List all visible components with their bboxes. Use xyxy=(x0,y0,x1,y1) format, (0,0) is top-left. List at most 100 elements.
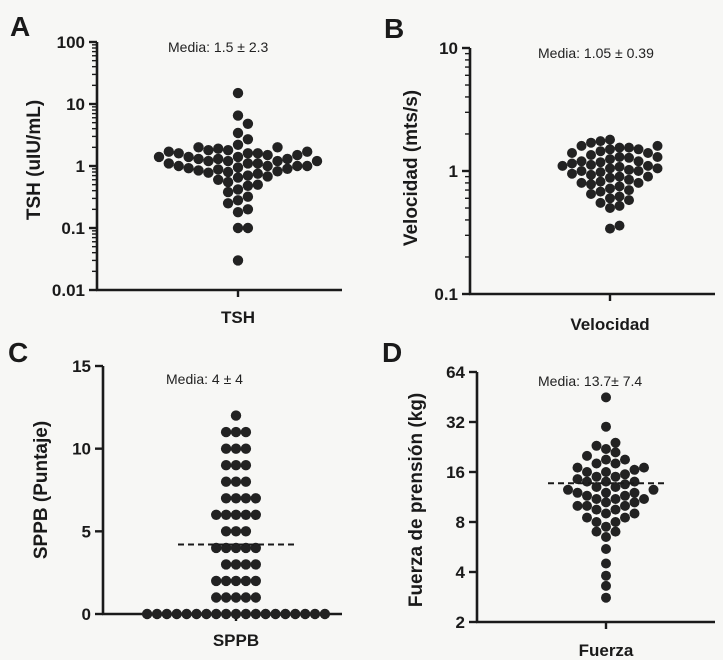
panel-d-data-point xyxy=(610,447,621,458)
panel-d-data-point xyxy=(620,479,630,490)
panel-a-data-point xyxy=(232,195,244,206)
panel-a-data-point xyxy=(252,158,263,169)
panel-a-data-point xyxy=(242,222,254,234)
panel-d-data-point xyxy=(620,469,630,480)
panel-c-data-point xyxy=(250,559,261,570)
panel-c-data-point xyxy=(240,426,252,438)
panel-b-data-point xyxy=(652,152,663,162)
panel-b-data-point xyxy=(557,160,568,171)
panel-c-data-point xyxy=(240,509,252,520)
panel-a-data-point xyxy=(193,142,204,153)
panel-c-data-point xyxy=(240,608,252,620)
panel-d-data-point xyxy=(601,521,611,532)
panel-a-data-point xyxy=(153,151,165,163)
panel-c-data-point xyxy=(250,608,261,620)
panel-c-data-point xyxy=(161,608,172,620)
panel-c-data-point xyxy=(211,509,222,520)
panel-c-plot: 0 5 10 15 xyxy=(72,357,342,624)
panel-b-data-point xyxy=(595,197,606,208)
panel-b-data-point xyxy=(576,156,587,167)
panel-b-data-point xyxy=(595,146,606,157)
panel-d-data-point xyxy=(591,494,602,504)
panel-d-data-point xyxy=(620,454,630,465)
panel-d-data-point xyxy=(601,467,611,477)
panel-c-y-tick-label: 15 xyxy=(72,357,91,376)
panel-b-data-point xyxy=(643,171,653,182)
panel-a-data-point xyxy=(272,142,283,153)
panel-a-data-point xyxy=(242,134,254,145)
panel-b-data-point xyxy=(614,181,625,192)
panel-a-data-point xyxy=(163,158,174,169)
panel-b-annotation: Media: 1.05 ± 0.39 xyxy=(538,45,654,61)
panel-a-data-point xyxy=(242,158,254,169)
panel-c-data-point xyxy=(280,608,291,620)
panel-a-data-point xyxy=(232,139,244,150)
panel-a-annotation: Media: 1.5 ± 2.3 xyxy=(168,39,269,55)
panel-b-data-point xyxy=(576,177,587,188)
panel-c-data-point xyxy=(240,592,252,603)
panel-c-data-point xyxy=(290,608,301,620)
panel-c-data-point xyxy=(171,608,182,620)
panel-b-data-point xyxy=(586,179,596,190)
panel-d-data-point xyxy=(610,471,621,482)
panel-b-data-point xyxy=(624,174,634,185)
panel-b-data-point xyxy=(595,136,606,147)
panel-a-y-tick-label: 1 xyxy=(76,157,85,176)
panel-c-data-point xyxy=(250,592,261,603)
panel-a-data-point xyxy=(222,198,234,209)
panel-b-data-point xyxy=(595,167,606,178)
panel-d-y-tick-label: 64 xyxy=(446,363,465,382)
panel-c-data-point xyxy=(240,559,252,570)
panel-d-plot: 2 4 8 16 32 64 xyxy=(446,363,715,632)
panel-d-annotation: Media: 13.7± 7.4 xyxy=(538,373,642,389)
panel-a-plot: 0.01 0.1 1 10 100 xyxy=(52,33,342,300)
panel-b-data-point xyxy=(624,164,634,175)
panel-a-data-point xyxy=(232,172,244,183)
panel-a-data-point xyxy=(292,160,303,172)
panel-a-data-point xyxy=(222,166,234,178)
panel-b-data-point xyxy=(614,171,625,182)
panel-d-data-point xyxy=(572,462,583,473)
panel-c-data-point xyxy=(240,526,252,537)
panel-d-data-point xyxy=(629,508,640,519)
panel-c-y-tick-label: 10 xyxy=(72,440,91,459)
panel-b-data-point xyxy=(633,144,644,155)
panel-d-data-point xyxy=(629,487,640,498)
panel-a-data-point xyxy=(203,155,214,167)
panel-c-data-point xyxy=(220,493,232,504)
panel-b-data-point xyxy=(605,172,615,183)
panel-d-data-point xyxy=(610,526,621,537)
panel-b-data-point xyxy=(567,148,577,158)
panel-c-data-point xyxy=(220,592,232,603)
panel-b-data-point xyxy=(595,176,606,187)
panel-c-data-point xyxy=(230,592,242,603)
panel-c-data-point xyxy=(230,559,242,570)
panel-a-data-point xyxy=(272,166,283,177)
panel-c-data-point xyxy=(240,476,252,487)
panel-b-data-point xyxy=(614,200,625,211)
panel-a-data-point xyxy=(203,167,214,178)
panel-b-data-point xyxy=(624,185,634,196)
panel-d-data-point xyxy=(591,482,602,492)
panel-a-data-point xyxy=(213,153,224,165)
panel-b-y-tick-label: 10 xyxy=(439,39,458,58)
panel-d-data-point xyxy=(610,517,621,527)
panel-d-data-point xyxy=(572,487,583,498)
panel-b-data-point xyxy=(586,169,596,180)
panel-c-data-point xyxy=(230,493,242,504)
panel-a-data-point xyxy=(232,222,244,234)
panel-c-data-point xyxy=(220,460,232,471)
panel-c-data-point xyxy=(141,608,153,620)
panel-b: B Velocidad (mts/s) Media: 1.05 ± 0.39 V… xyxy=(384,13,715,334)
panel-a-data-point xyxy=(203,145,214,156)
panel-d-data-point xyxy=(601,558,611,569)
panel-b-data-point xyxy=(633,156,644,167)
panel-c-data-point xyxy=(240,493,252,504)
panel-c-data-point xyxy=(191,608,202,620)
panel-b-data-point xyxy=(605,183,615,194)
panel-d-data-point xyxy=(601,487,611,498)
panel-d-y-tick-label: 32 xyxy=(446,413,465,432)
panel-c-data-point xyxy=(211,608,222,620)
panel-c-data-point xyxy=(151,608,163,620)
panel-b-data-point xyxy=(605,223,615,234)
